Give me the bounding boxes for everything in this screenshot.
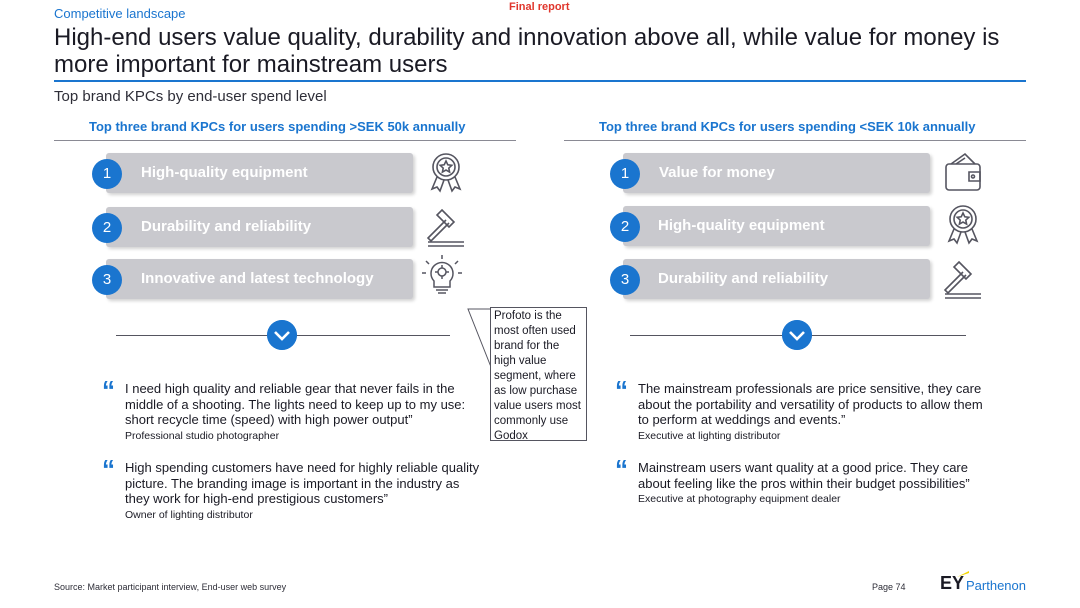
callout-pointer xyxy=(467,308,492,368)
title-divider xyxy=(54,80,1026,82)
award-badge-icon xyxy=(430,153,462,193)
kpc-label-left-1: High-quality equipment xyxy=(141,164,308,181)
page-title: High-end users value quality, durability… xyxy=(54,24,1000,78)
ey-logo: EY xyxy=(940,573,965,593)
quote-text-right-2: Mainstream users want quality at a good … xyxy=(638,460,970,491)
kpc-label-right-3: Durability and reliability xyxy=(658,270,829,287)
kpc-bar-left-3 xyxy=(106,259,413,299)
kpc-bar-right-3 xyxy=(623,259,930,299)
kpc-label-left-3: Innovative and latest technology xyxy=(141,270,374,287)
callout-box: Profoto is the most often used brand for… xyxy=(490,307,587,442)
chevron-down-icon xyxy=(782,320,812,350)
page-subtitle: Top brand KPCs by end-user spend level xyxy=(54,88,327,105)
quote-source-left-1: Professional studio photographer xyxy=(125,430,280,442)
award-badge-icon xyxy=(947,205,979,245)
kpc-label-right-1: Value for money xyxy=(659,164,775,181)
kpc-number-right-3: 3 xyxy=(610,265,640,295)
kpc-label-right-2: High-quality equipment xyxy=(658,217,825,234)
quote-source-right-1: Executive at lighting distributor xyxy=(638,430,781,442)
page-number: Page 74 xyxy=(872,582,906,592)
right-column-heading: Top three brand KPCs for users spending … xyxy=(599,119,976,134)
quote-text-right-1: The mainstream professionals are price s… xyxy=(638,381,983,427)
kpc-bar-right-2 xyxy=(623,206,930,246)
kpc-number-left-3: 3 xyxy=(92,265,122,295)
gavel-icon xyxy=(943,260,981,299)
kpc-label-left-2: Durability and reliability xyxy=(141,218,312,235)
right-heading-rule xyxy=(564,140,1026,141)
chevron-down-icon xyxy=(267,320,297,350)
logo-name: Parthenon xyxy=(966,578,1026,593)
quote-mark-icon: “ xyxy=(102,375,115,405)
quote-text-left-2: High spending customers have need for hi… xyxy=(125,460,480,506)
kpc-number-right-1: 1 xyxy=(610,159,640,189)
wallet-icon xyxy=(945,152,981,191)
kpc-number-left-2: 2 xyxy=(92,213,122,243)
kpc-bar-right-1 xyxy=(623,153,930,193)
kpc-bar-left-2 xyxy=(106,207,413,247)
source-note: Source: Market participant interview, En… xyxy=(54,582,287,592)
quote-mark-icon: “ xyxy=(615,375,628,405)
left-column-heading: Top three brand KPCs for users spending … xyxy=(89,119,466,134)
quote-mark-icon: “ xyxy=(615,454,628,484)
quote-text-left-1: I need high quality and reliable gear th… xyxy=(125,381,466,427)
section-label: Competitive landscape xyxy=(54,6,186,21)
quote-mark-icon: “ xyxy=(102,454,115,484)
status-label: Final report xyxy=(509,1,570,13)
lightbulb-gear-icon xyxy=(422,255,462,294)
quote-source-right-2: Executive at photography equipment deale… xyxy=(638,493,841,505)
kpc-number-left-1: 1 xyxy=(92,159,122,189)
quote-source-left-2: Owner of lighting distributor xyxy=(125,509,253,521)
logo-beam-icon xyxy=(957,571,969,577)
left-heading-rule xyxy=(54,140,516,141)
gavel-icon xyxy=(426,208,464,247)
kpc-bar-left-1 xyxy=(106,153,413,193)
kpc-number-right-2: 2 xyxy=(610,212,640,242)
